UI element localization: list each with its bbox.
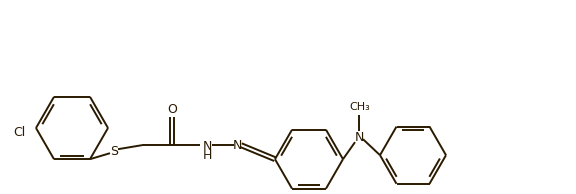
Text: CH₃: CH₃ (350, 102, 370, 112)
Text: H: H (202, 149, 212, 162)
Text: S: S (110, 145, 118, 158)
Text: N: N (232, 139, 242, 152)
Text: Cl: Cl (14, 126, 26, 139)
Text: N: N (202, 140, 212, 153)
Text: O: O (167, 103, 177, 116)
Text: N: N (354, 131, 363, 144)
